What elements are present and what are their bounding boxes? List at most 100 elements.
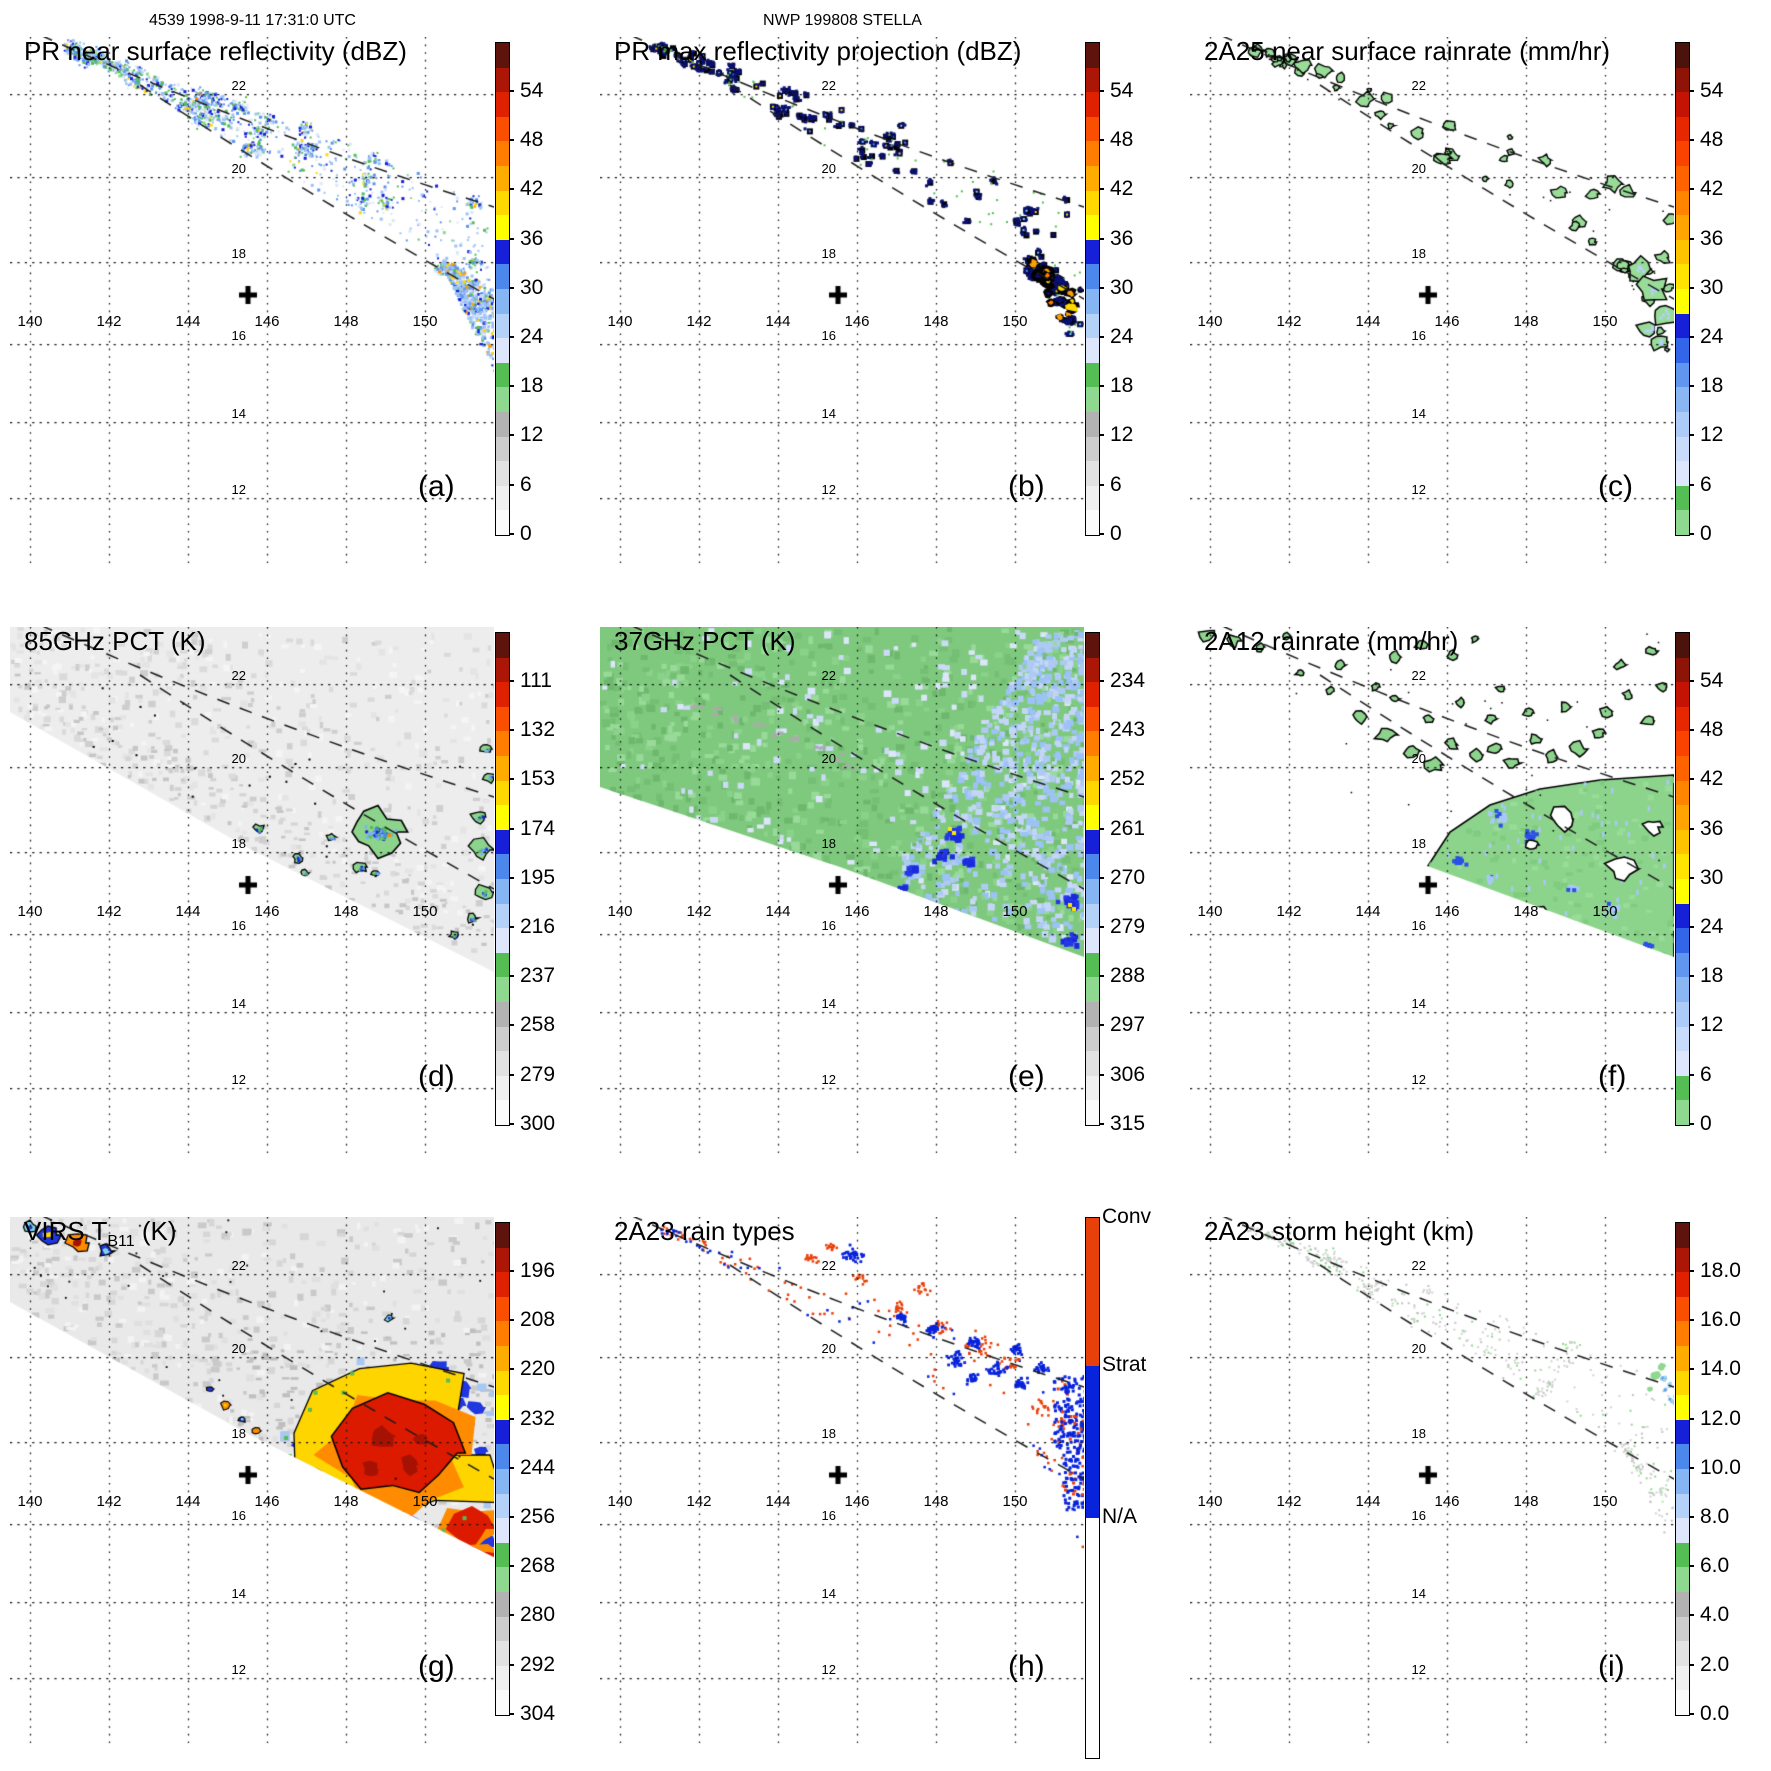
colorbar-tick [1689,729,1694,732]
colorbar-g [495,1222,510,1716]
colorbar-segment [1676,387,1689,412]
lat-tick-label: 12 [821,1072,836,1087]
colorbar-segment [1676,731,1689,756]
colorbar-segment [1086,165,1099,191]
colorbar-f [1675,632,1690,1126]
colorbar-label: Conv [1102,1205,1152,1228]
map-canvas-e [600,627,1084,1155]
colorbar-segment [1086,878,1099,904]
panel-title-g: VIRS TB11 (K) [24,1216,177,1251]
colorbar-tick-label: 111 [520,669,552,692]
colorbar-segment [496,1223,509,1248]
colorbar-segment [1676,1321,1689,1346]
colorbar-segment [1676,755,1689,781]
colorbar-tick [1689,1614,1694,1617]
panel-c: 2A25 near surface rainrate (mm/hr) 22 20 18… [1180,0,1770,590]
colorbar-tick-label: 48 [1700,128,1724,152]
lat-tick-label: 18 [821,246,836,261]
colorbar-tick-label: 6 [520,472,532,496]
colorbar-tick [1689,483,1694,486]
colorbar-tick-label: 48 [1700,718,1724,742]
colorbar-tick [1689,778,1694,781]
colorbar-segment [1676,977,1689,1002]
panel-letter-c: (c) [1598,470,1633,503]
map-canvas-b [600,37,1084,565]
colorbar-segment [1676,952,1689,978]
colorbar-segment [1676,1075,1689,1101]
colorbar-tick [509,1565,514,1568]
colorbar-tick-label: 24 [1700,915,1724,938]
map-canvas-d [10,627,494,1155]
lon-tick-label: 150 [1002,313,1028,330]
lon-tick-label: 146 [254,313,280,330]
colorbar-tick [509,237,514,240]
colorbar-tick [1689,336,1694,338]
colorbar-segment [1676,1100,1689,1125]
colorbar-tick [509,1122,514,1125]
colorbar-tick-label: 4.0 [1700,1603,1730,1627]
colorbar-c [1675,42,1690,536]
colorbar-segment [1676,1051,1689,1076]
colorbar-segment [496,1075,509,1101]
colorbar-tick-label: 256 [520,1505,556,1528]
colorbar-segment [496,903,509,929]
colorbar-tick-label: 195 [520,865,556,889]
colorbar-tick [1099,286,1104,289]
colorbar-tick [509,483,514,486]
colorbar-segment [1676,43,1689,68]
colorbar-segment [496,805,509,830]
colorbar-tick-label: 6 [1110,472,1122,496]
colorbar-segment [496,1051,509,1076]
colorbar-segment [1676,1296,1689,1322]
colorbar-tick [1689,90,1694,92]
lat-tick-label: 16 [821,918,836,933]
colorbar-tick-label: 54 [1700,79,1724,102]
colorbar-segment [1086,1218,1099,1366]
lat-tick-label: 12 [231,1662,246,1677]
lon-tick-label: 150 [412,1493,438,1510]
panel-d: 85GHz PCT (K) 22 20 18 16 14 12 140 142 144 146 148… [0,590,590,1180]
colorbar-tick-label: 244 [520,1455,556,1479]
colorbar-tick-label: 16.0 [1700,1308,1741,1332]
colorbar-tick [1099,827,1104,830]
lon-tick-label: 144 [1355,903,1381,920]
panel-letter-g: (g) [418,1650,455,1683]
lat-tick-label: 18 [231,246,246,261]
colorbar-segment [496,633,509,658]
colorbar-tick [1099,139,1104,142]
colorbar-segment [1676,1468,1689,1494]
colorbar-segment [496,1395,509,1420]
lon-tick-label: 144 [765,313,791,330]
colorbar-segment [1086,190,1099,216]
lat-tick-label: 14 [821,996,836,1011]
colorbar-tick [1689,139,1694,142]
lon-tick-label: 144 [1355,1493,1381,1510]
colorbar-tick-label: 54 [1700,669,1724,692]
colorbar-tick [509,1466,514,1469]
lon-tick-label: 140 [1197,903,1223,920]
colorbar-tick-label: 12 [1700,423,1724,447]
colorbar-i [1675,1222,1690,1716]
colorbar-tick [1099,237,1104,240]
panel-letter-i: (i) [1598,1650,1625,1683]
colorbar-tick-label: 24 [520,325,544,348]
colorbar-tick [1689,827,1694,830]
colorbar-tick [509,90,514,92]
lat-tick-label: 12 [231,1072,246,1087]
colorbar-tick-label: 10.0 [1700,1455,1741,1479]
lat-tick-label: 22 [231,1258,246,1273]
lon-tick-label: 146 [1434,1493,1460,1510]
colorbar-tick-label: 54 [1110,79,1134,102]
panel-title-e: 37GHz PCT (K) [614,626,796,656]
lat-tick-label: 20 [1411,1341,1426,1356]
colorbar-segment [1086,682,1099,707]
colorbar-segment [496,510,509,535]
colorbar-segment [496,1247,509,1273]
colorbar-segment [1676,633,1689,658]
colorbar-tick-label: 24 [1700,325,1724,348]
colorbar-tick-label: 42 [1700,177,1724,201]
lon-tick-label: 150 [1002,903,1028,920]
colorbar-tick [509,1319,514,1322]
colorbar-tick [509,1270,514,1272]
